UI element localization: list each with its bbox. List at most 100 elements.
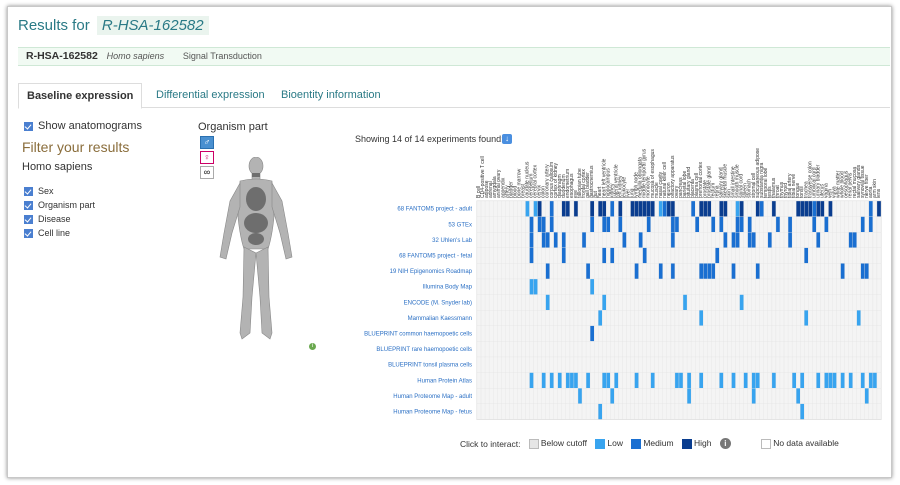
heatmap-cell[interactable] — [529, 294, 534, 311]
heatmap-cell[interactable] — [699, 216, 704, 233]
heatmap-cell[interactable] — [783, 263, 789, 280]
heatmap-cell[interactable] — [658, 216, 663, 233]
heatmap-cell[interactable] — [743, 263, 748, 280]
heatmap-cell[interactable] — [589, 216, 595, 233]
heatmap-cell[interactable] — [876, 294, 882, 311]
heatmap-cell[interactable] — [723, 216, 728, 233]
heatmap-cell[interactable] — [703, 294, 708, 311]
heatmap-cell[interactable] — [848, 372, 853, 389]
heatmap-cell[interactable] — [602, 310, 607, 326]
heatmap-cell[interactable] — [484, 278, 490, 295]
heatmap-cell[interactable] — [804, 216, 809, 233]
heatmap-cell[interactable] — [791, 372, 797, 389]
heatmap-cell[interactable] — [808, 232, 813, 248]
heatmap-cell[interactable] — [727, 232, 732, 248]
heatmap-cell[interactable] — [824, 294, 829, 311]
heatmap-cell[interactable] — [658, 325, 663, 342]
heatmap-cell[interactable] — [844, 247, 849, 264]
tissue-column-label[interactable]: small intestine — [731, 166, 737, 198]
heatmap-cell[interactable] — [598, 200, 603, 217]
heatmap-cell[interactable] — [715, 263, 720, 280]
tissue-column-label[interactable]: aorta — [868, 186, 874, 198]
heatmap-cell[interactable] — [727, 200, 732, 217]
heatmap-cell[interactable] — [529, 325, 534, 342]
heatmap-cell[interactable] — [610, 232, 615, 248]
heatmap-cell[interactable] — [488, 388, 494, 404]
tissue-column-label[interactable]: bladder — [508, 181, 514, 198]
heatmap-cell[interactable] — [751, 278, 756, 295]
heatmap-cell[interactable] — [666, 388, 672, 404]
heatmap-cell[interactable] — [561, 216, 567, 233]
heatmap-cell[interactable] — [804, 388, 809, 404]
heatmap-cell[interactable] — [565, 403, 571, 420]
heatmap-cell[interactable] — [723, 403, 728, 420]
tab-bioentity-information[interactable]: Bioentity information — [281, 89, 381, 101]
heatmap-cell[interactable] — [727, 294, 732, 311]
heatmap-cell[interactable] — [699, 200, 704, 217]
heatmap-cell[interactable] — [585, 403, 591, 420]
heatmap-cell[interactable] — [666, 403, 672, 420]
heatmap-cell[interactable] — [569, 247, 575, 264]
heatmap-cell[interactable] — [614, 232, 619, 248]
heatmap-cell[interactable] — [529, 403, 534, 420]
heatmap-cell[interactable] — [480, 232, 486, 248]
heatmap-cell[interactable] — [622, 278, 627, 295]
heatmap-cell[interactable] — [480, 310, 486, 326]
heatmap-cell[interactable] — [529, 356, 534, 373]
heatmap-cell[interactable] — [751, 372, 756, 389]
heatmap-cell[interactable] — [682, 216, 688, 233]
heatmap-cell[interactable] — [828, 278, 833, 295]
heatmap-cell[interactable] — [739, 388, 744, 404]
heatmap-cell[interactable] — [747, 247, 752, 264]
heatmap-cell[interactable] — [488, 356, 494, 373]
heatmap-cell[interactable] — [658, 278, 663, 295]
heatmap-cell[interactable] — [868, 263, 874, 280]
heatmap-cell[interactable] — [868, 310, 874, 326]
heatmap-cell[interactable] — [739, 372, 744, 389]
heatmap-cell[interactable] — [767, 247, 773, 264]
heatmap-cell[interactable] — [549, 388, 554, 404]
heatmap-cell[interactable] — [525, 356, 530, 373]
heatmap-cell[interactable] — [699, 263, 704, 280]
heatmap-cell[interactable] — [723, 263, 728, 280]
heatmap-cell[interactable] — [771, 278, 777, 295]
heatmap-cell[interactable] — [876, 356, 882, 373]
heatmap-cell[interactable] — [501, 247, 506, 264]
heatmap-cell[interactable] — [844, 216, 849, 233]
heatmap-cell[interactable] — [480, 263, 486, 280]
heatmap-cell[interactable] — [719, 310, 724, 326]
heatmap-cell[interactable] — [727, 216, 732, 233]
heatmap-cell[interactable] — [581, 356, 587, 373]
heatmap-cell[interactable] — [650, 263, 655, 280]
heatmap-cell[interactable] — [707, 278, 712, 295]
heatmap-cell[interactable] — [828, 200, 833, 217]
heatmap-cell[interactable] — [525, 263, 530, 280]
heatmap-cell[interactable] — [630, 388, 635, 404]
heatmap-cell[interactable] — [513, 232, 518, 248]
heatmap-cell[interactable] — [775, 388, 781, 404]
heatmap-cell[interactable] — [541, 216, 546, 233]
heatmap-cell[interactable] — [820, 388, 825, 404]
heatmap-cell[interactable] — [634, 372, 639, 389]
tissue-column-label[interactable]: CD4-positive T cell — [480, 156, 486, 198]
heatmap-cell[interactable] — [654, 388, 659, 404]
tissue-column-label[interactable]: B cell — [476, 186, 482, 198]
heatmap-cell[interactable] — [509, 356, 514, 373]
heatmap-cell[interactable] — [763, 372, 769, 389]
tissue-column-label[interactable]: hippocampus — [605, 168, 611, 198]
tissue-column-label[interactable]: trachea — [803, 181, 809, 198]
heatmap-cell[interactable] — [634, 263, 639, 280]
heatmap-cell[interactable] — [650, 341, 655, 358]
heatmap-cell[interactable] — [614, 263, 619, 280]
heatmap-cell[interactable] — [868, 247, 874, 264]
heatmap-cell[interactable] — [695, 356, 700, 373]
heatmap-cell[interactable] — [517, 341, 522, 358]
heatmap-cell[interactable] — [509, 278, 514, 295]
heatmap-cell[interactable] — [848, 216, 853, 233]
heatmap-cell[interactable] — [731, 403, 736, 420]
heatmap-cell[interactable] — [800, 278, 805, 295]
heatmap-cell[interactable] — [557, 356, 562, 373]
heatmap-cell[interactable] — [723, 200, 728, 217]
heatmap-cell[interactable] — [505, 356, 510, 373]
heatmap-cell[interactable] — [678, 247, 684, 264]
